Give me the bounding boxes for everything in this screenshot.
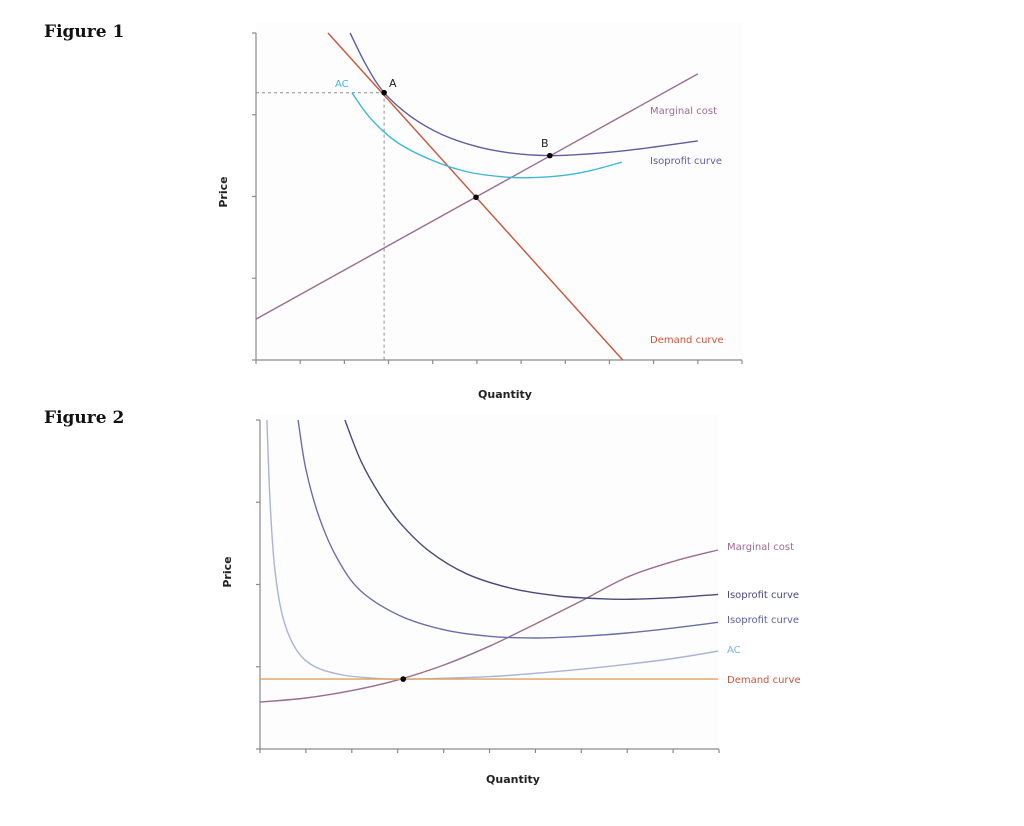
- figure-1-x-axis-label: Quantity: [478, 388, 532, 401]
- figure-1-label-isoprofit: Isoprofit curve: [650, 156, 722, 167]
- equilibrium-point: [473, 194, 479, 201]
- figure-2-plot-area: [260, 414, 719, 749]
- figure-2-axes: [256, 419, 720, 753]
- series-marginal-cost: [259, 549, 719, 703]
- figure-1-points: [381, 89, 553, 201]
- figure-2-chart: Quantity Price Marginal cost Isoprofit c…: [221, 414, 801, 786]
- figure-2-label-isoprofit-2: Isoprofit curve: [727, 615, 799, 626]
- figure-1-point-a-label: A: [389, 77, 397, 90]
- equilibrium-point: [400, 676, 407, 682]
- figure-1-axes: [252, 32, 743, 364]
- figure-1-label-demand: Demand curve: [650, 335, 724, 346]
- figure-2-title: Figure 2: [44, 408, 125, 428]
- figure-2-points: [400, 676, 407, 682]
- point-a: [381, 89, 387, 96]
- series-isoprofit-curve-2: [297, 419, 719, 639]
- figure-1-plot-area: [256, 22, 742, 360]
- figure-2-label-demand: Demand curve: [727, 675, 801, 686]
- figure-2-label-ac: AC: [727, 645, 741, 656]
- figure-1-title: Figure 1: [44, 22, 125, 42]
- figure-1-point-b-label: B: [541, 137, 549, 150]
- figure-2-x-axis-label: Quantity: [486, 773, 540, 786]
- figure-1-reference-lines: [256, 92, 385, 360]
- figure-2-curves: [259, 419, 719, 703]
- figure-2-label-marginal-cost: Marginal cost: [727, 542, 794, 553]
- figure-2-y-axis-label: Price: [221, 556, 234, 587]
- series-isoprofit-curve: [349, 32, 698, 157]
- figure-1-label-ac: AC: [335, 79, 349, 90]
- figure-2-label-isoprofit-1: Isoprofit curve: [727, 590, 799, 601]
- figure-1-y-axis-label: Price: [217, 176, 230, 207]
- figure-1-chart: Quantity Price Marginal cost Isoprofit c…: [217, 22, 743, 401]
- figure-1-label-marginal-cost: Marginal cost: [650, 106, 717, 117]
- series-isoprofit-curve-1: [344, 419, 719, 601]
- point-b: [547, 152, 553, 159]
- series-ac: [351, 92, 622, 179]
